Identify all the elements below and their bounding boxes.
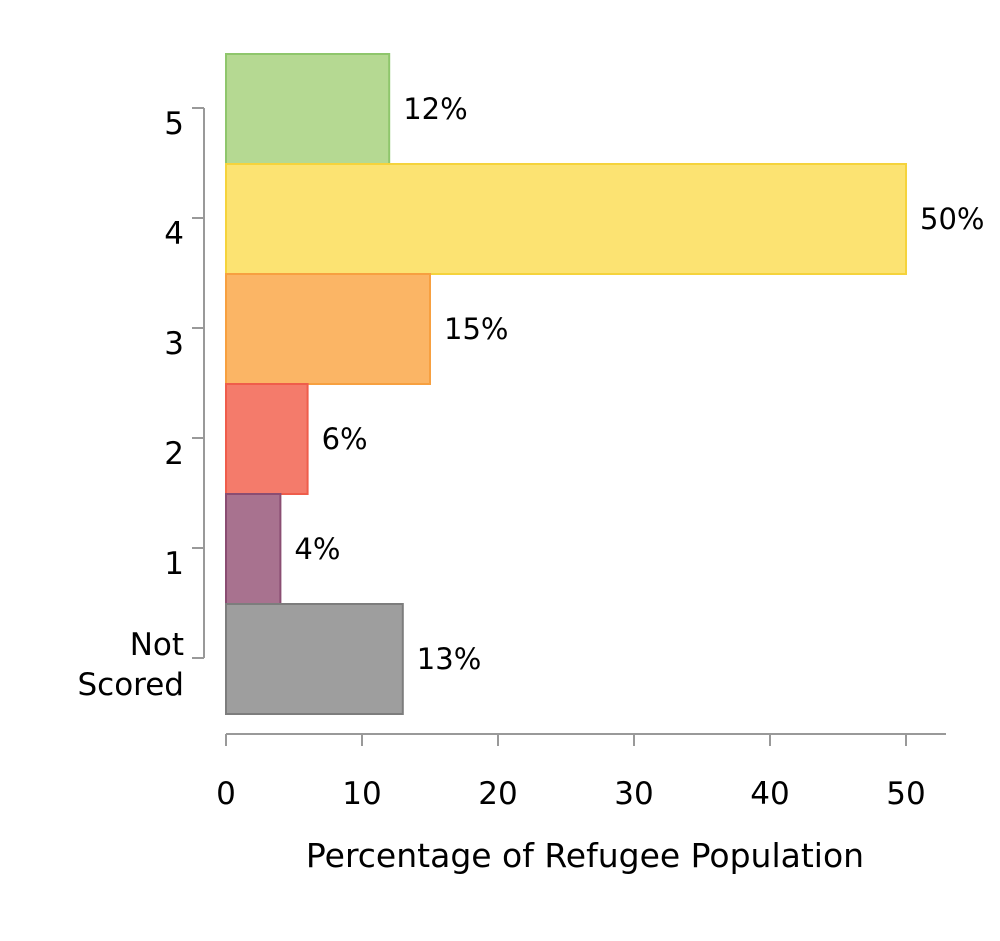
x-tick-label: 30	[614, 776, 653, 812]
y-axis: 5 4 3 2 1 Not Scored	[77, 106, 205, 703]
y-tick-label: 3	[164, 326, 184, 362]
bar-3	[225, 273, 431, 385]
bars	[225, 53, 907, 715]
x-axis: 0 10 20 30 40 50	[216, 733, 946, 812]
bar-value-label: 15%	[444, 312, 508, 346]
bar-1	[225, 493, 282, 605]
x-axis-title: Percentage of Refugee Population	[306, 836, 864, 875]
y-tick-label: 2	[164, 436, 184, 472]
y-tick-label: Not Scored	[77, 627, 184, 703]
bar-value-label: 12%	[403, 92, 467, 126]
y-tick-label: 1	[164, 546, 184, 582]
bar-value-label: 50%	[920, 202, 984, 236]
bar-value-label: 4%	[294, 532, 340, 566]
x-tick-label: 40	[750, 776, 789, 812]
bar-5	[225, 53, 391, 165]
bar-value-label: 13%	[417, 642, 481, 676]
bar-value-label: 6%	[322, 422, 368, 456]
y-tick-label: 4	[164, 216, 184, 252]
x-tick-label: 50	[886, 776, 925, 812]
bar-2	[225, 383, 309, 495]
bar-value-labels: 12% 50% 15% 6% 4% 13%	[294, 92, 984, 676]
x-tick-label: 0	[216, 776, 236, 812]
bar-4	[225, 163, 907, 275]
bar-not-scored	[225, 603, 404, 715]
y-tick-label: 5	[164, 106, 184, 142]
x-tick-label: 20	[478, 776, 517, 812]
y-tick-label-line: Not	[130, 627, 184, 663]
y-tick-label-line: Scored	[77, 667, 184, 703]
x-tick-label: 10	[342, 776, 381, 812]
